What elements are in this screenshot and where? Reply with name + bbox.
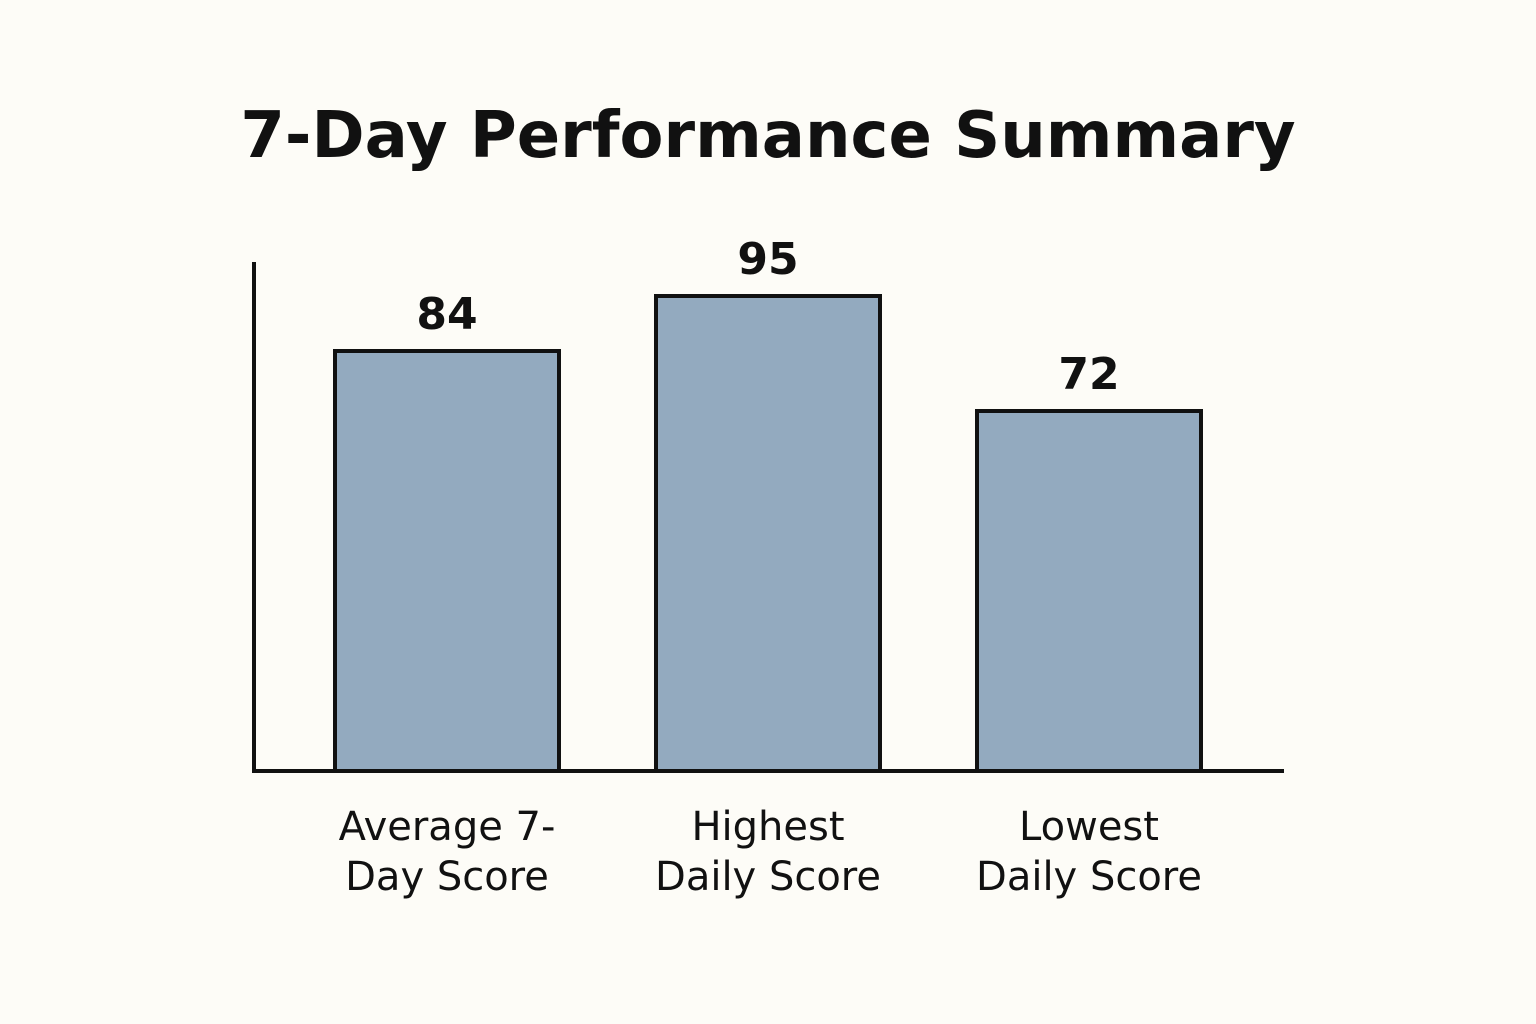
category-label-1: Highest Daily Score [655, 804, 881, 900]
bar-2 [975, 409, 1203, 773]
category-label-0-line-1: Day Score [345, 854, 549, 900]
value-label-0: 84 [416, 289, 477, 340]
bars-layer [333, 294, 1203, 773]
axes-layer [252, 262, 1284, 773]
bar-0 [333, 349, 561, 773]
category-label-1-line-0: Highest [691, 804, 844, 850]
value-label-1: 95 [737, 234, 798, 285]
chart-title: 7-Day Performance Summary [240, 99, 1296, 173]
category-label-2-line-1: Daily Score [976, 854, 1202, 900]
bar-1 [654, 294, 882, 773]
category-label-2: Lowest Daily Score [976, 804, 1202, 900]
value-label-2: 72 [1058, 349, 1119, 400]
category-label-0-line-0: Average 7- [339, 804, 556, 850]
category-label-1-line-1: Daily Score [655, 854, 881, 900]
category-label-0: Average 7-Day Score [339, 804, 556, 900]
category-label-2-line-0: Lowest [1019, 804, 1159, 850]
